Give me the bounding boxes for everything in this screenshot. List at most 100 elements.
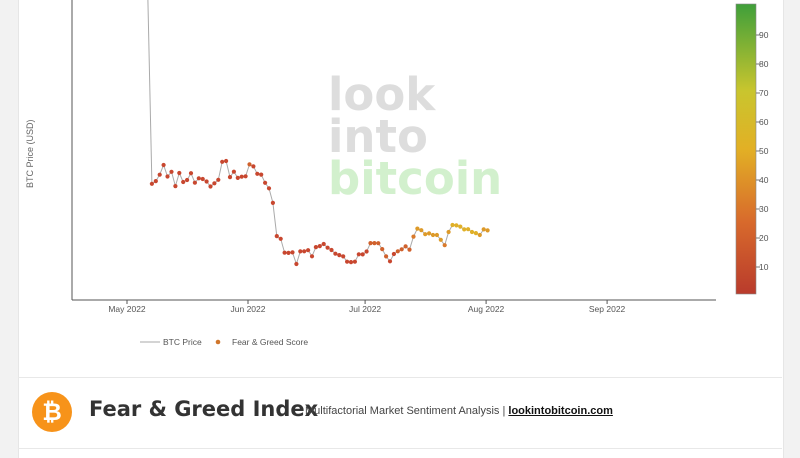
fear-greed-point[interactable] (395, 249, 400, 254)
fear-greed-point[interactable] (434, 232, 439, 238)
legend-label: Fear & Greed Score (232, 337, 308, 347)
fear-greed-point[interactable] (423, 232, 428, 237)
fear-greed-point[interactable] (270, 200, 275, 205)
fear-greed-point[interactable] (282, 250, 287, 255)
fear-greed-point[interactable] (224, 158, 229, 164)
fear-greed-point[interactable] (469, 229, 475, 235)
fear-greed-point[interactable] (239, 174, 244, 179)
fear-greed-point[interactable] (309, 254, 315, 259)
fear-greed-point[interactable] (216, 177, 221, 182)
fear-greed-point[interactable] (387, 259, 393, 264)
fear-greed-point[interactable] (345, 259, 350, 264)
fear-greed-point[interactable] (341, 254, 346, 259)
fear-greed-point[interactable] (372, 241, 377, 246)
fear-greed-point[interactable] (473, 231, 478, 236)
fear-greed-point[interactable] (446, 229, 451, 235)
colorbar-tick-label: 20 (759, 233, 769, 243)
fear-greed-point[interactable] (173, 184, 178, 189)
fear-greed-point[interactable] (411, 234, 416, 239)
fear-greed-point[interactable] (208, 184, 213, 189)
fear-greed-point[interactable] (481, 227, 486, 232)
fear-greed-point[interactable] (317, 244, 322, 249)
fear-greed-point[interactable] (384, 254, 389, 259)
fear-greed-point[interactable] (380, 247, 385, 252)
fear-greed-point[interactable] (321, 241, 326, 247)
fear-greed-point[interactable] (161, 162, 166, 168)
fear-greed-point[interactable] (243, 174, 248, 179)
fear-greed-point[interactable] (278, 236, 283, 241)
fear-greed-point[interactable] (391, 251, 396, 257)
fear-greed-point[interactable] (313, 245, 318, 250)
fear-greed-point[interactable] (235, 175, 240, 180)
fear-greed-point[interactable] (329, 247, 334, 253)
fear-greed-point[interactable] (220, 159, 225, 164)
fear-greed-point[interactable] (192, 180, 197, 185)
fear-greed-point[interactable] (263, 180, 268, 185)
fear-greed-point[interactable] (454, 223, 459, 228)
fear-greed-point[interactable] (298, 249, 303, 254)
watermark: look into bitcoin (328, 68, 502, 205)
fear-greed-point[interactable] (477, 232, 482, 238)
footer-link[interactable]: lookintobitcoin.com (508, 405, 613, 417)
fear-greed-point[interactable] (302, 249, 307, 254)
fear-greed-point[interactable] (364, 249, 369, 254)
fear-greed-point[interactable] (368, 241, 373, 246)
fear-greed-point[interactable] (376, 241, 381, 246)
fear-greed-point[interactable] (165, 174, 170, 179)
fear-greed-point[interactable] (337, 253, 342, 258)
fear-greed-point[interactable] (419, 228, 424, 233)
fear-greed-point[interactable] (403, 244, 408, 249)
fear-greed-point[interactable] (251, 164, 256, 169)
fear-greed-point[interactable] (185, 177, 190, 183)
fear-greed-point[interactable] (181, 179, 186, 185)
fear-greed-point[interactable] (407, 247, 412, 252)
x-axis-ticks: May 2022 Jun 2022 Jul 2022 Aug 2022 Sep 2022 (108, 300, 626, 314)
fear-greed-point[interactable] (204, 179, 209, 184)
fear-greed-point[interactable] (352, 259, 357, 264)
fear-greed-point[interactable] (325, 245, 330, 250)
fear-greed-point[interactable] (306, 248, 311, 253)
fear-greed-point[interactable] (485, 228, 490, 233)
fear-greed-point[interactable] (149, 181, 154, 186)
fear-greed-point[interactable] (177, 170, 182, 176)
fear-greed-point[interactable] (157, 172, 162, 177)
legend-label: BTC Price (163, 337, 202, 347)
colorbar-tick-label: 60 (759, 117, 769, 127)
chart-card (18, 0, 784, 458)
fear-greed-point[interactable] (348, 260, 354, 265)
footer-title: Fear & Greed Index (89, 397, 319, 421)
fear-greed-point[interactable] (462, 227, 467, 232)
fear-greed-point[interactable] (294, 261, 299, 267)
fear-greed-point[interactable] (466, 227, 471, 232)
fear-greed-point[interactable] (430, 232, 436, 238)
footer-subtitle: Multifactorial Market Sentiment Analysis… (305, 405, 613, 417)
fear-greed-point[interactable] (399, 247, 404, 252)
fear-greed-point[interactable] (356, 252, 361, 257)
fear-greed-point[interactable] (266, 186, 272, 191)
fear-greed-point[interactable] (227, 175, 233, 180)
legend-item-fear-greed[interactable]: Fear & Greed Score (215, 337, 309, 347)
fear-greed-point[interactable] (333, 251, 338, 256)
fear-greed-point[interactable] (450, 222, 455, 228)
fear-greed-point[interactable] (188, 171, 194, 176)
fear-greed-point[interactable] (427, 231, 432, 236)
fear-greed-point[interactable] (247, 162, 252, 167)
fear-greed-point[interactable] (415, 226, 420, 231)
fear-greed-point[interactable] (255, 171, 260, 176)
fear-greed-point[interactable] (290, 250, 295, 255)
fear-greed-point[interactable] (231, 169, 236, 174)
fear-greed-point[interactable] (259, 172, 264, 177)
fear-greed-point[interactable] (360, 252, 365, 257)
fear-greed-point[interactable] (286, 250, 291, 255)
fear-greed-point[interactable] (169, 169, 174, 174)
fear-greed-point[interactable] (153, 179, 158, 184)
legend-item-btc-price[interactable]: BTC Price (140, 337, 202, 347)
fear-greed-point[interactable] (200, 176, 205, 182)
fear-greed-point[interactable] (212, 181, 217, 186)
x-tick-label: Aug 2022 (468, 304, 505, 314)
fear-greed-point[interactable] (438, 237, 443, 242)
fear-greed-point[interactable] (274, 234, 279, 239)
fear-greed-point[interactable] (458, 224, 463, 229)
fear-greed-point[interactable] (442, 243, 447, 248)
fear-greed-point[interactable] (196, 176, 201, 181)
